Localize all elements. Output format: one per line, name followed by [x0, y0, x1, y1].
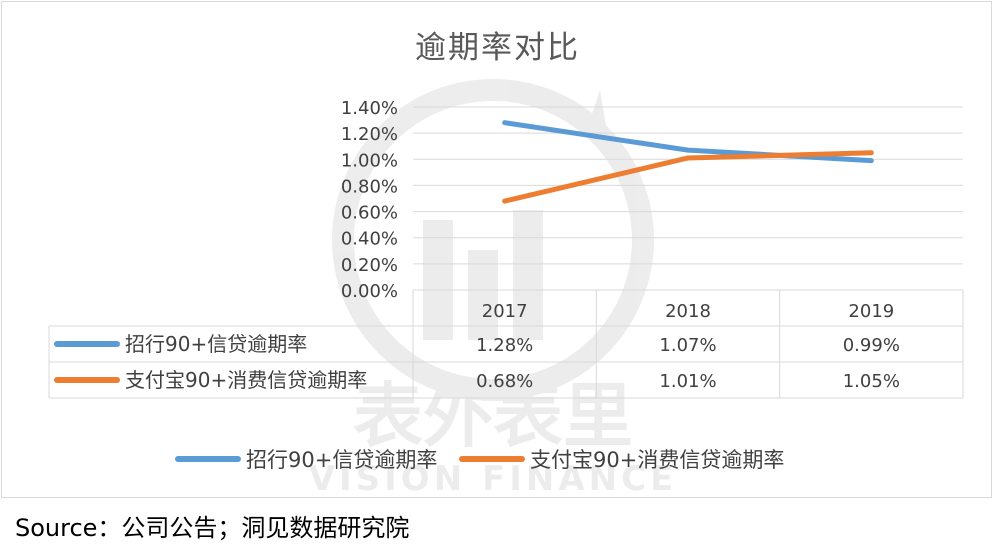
y-tick-label: 1.20% — [341, 124, 398, 145]
table-series-name: 招行90+信贷逾期率 — [125, 332, 307, 356]
y-tick-label: 0.40% — [341, 229, 398, 250]
legend: 招行90+信贷逾期率 支付宝90+消费信贷逾期率 — [175, 448, 784, 472]
y-tick-label: 1.00% — [341, 150, 398, 171]
chart-frame — [1, 1, 992, 498]
data-label: 0.68% — [476, 371, 533, 392]
y-tick-label: 0.80% — [341, 176, 398, 197]
x-category-label: 2018 — [665, 301, 711, 322]
y-axis-ticks: 1.40% 1.20% 1.00% 0.80% 0.60% 0.40% 0.20% 0.00% — [341, 98, 398, 302]
y-tick-label: 0.20% — [341, 255, 398, 276]
data-table: 2017 2018 2019 招行90+信贷逾期率 1.28% 1.07% 0.99% 支付宝… — [48, 289, 964, 399]
data-label: 1.28% — [476, 335, 533, 356]
y-tick-label: 0.60% — [341, 203, 398, 224]
y-tick-label: 1.40% — [341, 98, 398, 119]
legend-label: 支付宝90+消费信贷逾期率 — [530, 448, 784, 472]
x-category-label: 2017 — [482, 301, 528, 322]
series-line — [502, 150, 874, 204]
series-lines — [502, 120, 874, 204]
y-tick-label: 0.00% — [341, 281, 398, 302]
source-note: Source：公司公告；洞见数据研究院 — [15, 514, 410, 542]
data-label: 0.99% — [843, 335, 900, 356]
table-series-name: 支付宝90+消费信贷逾期率 — [125, 368, 367, 392]
data-label: 1.01% — [659, 371, 716, 392]
grid-layer — [413, 106, 963, 291]
chart-title: 逾期率对比 — [415, 30, 580, 66]
legend-label: 招行90+信贷逾期率 — [246, 448, 437, 472]
data-label: 1.05% — [843, 371, 900, 392]
data-label: 1.07% — [659, 335, 716, 356]
x-category-label: 2019 — [848, 301, 894, 322]
